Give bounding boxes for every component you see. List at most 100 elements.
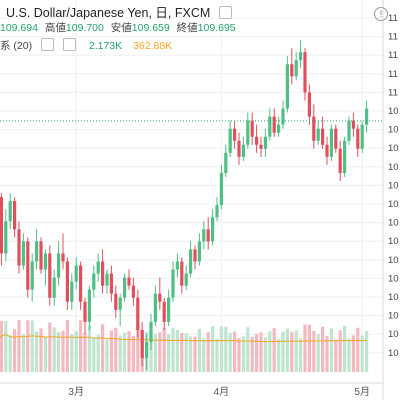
candle (140, 321, 144, 367)
volume-bar (123, 332, 127, 372)
volume-bar (175, 329, 179, 372)
y-tick-label: 11 (388, 69, 398, 80)
candle (215, 197, 219, 222)
volume-bar (65, 320, 69, 372)
x-axis: 3月4月5月6月 (0, 382, 383, 398)
candle (356, 124, 360, 157)
legend-toggle-box[interactable] (219, 6, 233, 19)
candle (281, 100, 285, 129)
y-tick-label: 11 (388, 13, 398, 24)
volume-bar (263, 337, 267, 372)
candle (259, 136, 263, 157)
candle (206, 217, 210, 250)
volume-bar (233, 331, 237, 372)
candle (123, 273, 127, 302)
volume-bar (255, 333, 259, 372)
legend-volume-row: 系 (20) 2.173K 362.88K (0, 38, 380, 54)
volume-bar (281, 331, 285, 372)
volume-bar (241, 336, 245, 372)
legend-title-row: U.S. Dollar/Japanese Yen, 日, FXCM (0, 6, 380, 22)
candle (0, 193, 4, 266)
candle (21, 233, 25, 270)
x-tick-label: 4月 (214, 386, 230, 398)
close-value: 109.695 (197, 22, 236, 34)
volume-bar (17, 320, 21, 372)
volume-bar (356, 327, 360, 372)
volume-bar (343, 325, 347, 372)
volume-bar (114, 327, 118, 372)
volume-ma-value: 362.88K (133, 40, 173, 52)
volume-close-box[interactable] (62, 38, 76, 51)
volume-bar (312, 330, 316, 372)
volume-bar (30, 320, 34, 372)
volume-bar (153, 333, 157, 372)
candle (171, 261, 175, 302)
y-tick-label: 11 (388, 32, 398, 43)
candle (13, 197, 17, 238)
candle (48, 245, 52, 306)
volume-settings-box[interactable] (41, 38, 55, 51)
alert-circle-icon[interactable]: ! (374, 7, 388, 21)
volume-bar (259, 332, 263, 372)
volume-bar (171, 328, 175, 372)
volume-bar (193, 336, 197, 372)
volume-bar (52, 327, 56, 372)
volume-bar (118, 335, 122, 372)
volume-bar (61, 330, 65, 372)
y-axis: 11 11 11 11 11 10 10 10 10 10 10 10 10 10 10 10 10 10 10 (382, 0, 399, 400)
candle (114, 285, 118, 318)
volume-bar (96, 334, 100, 372)
volume-moving-average-line (0, 334, 367, 343)
candle (334, 124, 338, 153)
volume-bar (294, 330, 298, 372)
candle (180, 257, 184, 294)
open-value: 109.694 (0, 22, 38, 34)
volume-bar (0, 320, 4, 372)
candle (202, 221, 206, 250)
candle (52, 269, 56, 306)
candle (343, 136, 347, 177)
candle (360, 120, 364, 153)
volume-bar (48, 322, 52, 372)
candle (4, 209, 8, 262)
volume-bar (303, 324, 307, 372)
y-tick-label: 10 (388, 199, 399, 210)
candle (184, 265, 188, 290)
candle (241, 136, 245, 161)
candle (285, 56, 289, 113)
volume-bar (39, 328, 43, 372)
candle (272, 108, 276, 137)
volume-bar (206, 332, 210, 372)
candle (211, 209, 215, 246)
volume-bar (224, 326, 228, 372)
candle (175, 253, 179, 278)
candle (26, 237, 30, 298)
volume-bar (70, 334, 74, 372)
candle (79, 261, 83, 310)
volume-bar (338, 330, 342, 372)
candle (74, 257, 78, 290)
volume-bar (197, 328, 201, 372)
volume-bar (316, 334, 320, 372)
volume-prefix: 系 (20) (0, 40, 33, 52)
volume-bar (74, 331, 78, 372)
candle (303, 48, 307, 101)
candle (189, 241, 193, 278)
y-tick-label: 10 (388, 348, 399, 359)
x-tick-label: 3月 (68, 386, 84, 398)
volume-bar (215, 338, 219, 372)
candle (250, 112, 254, 145)
candle (153, 285, 157, 326)
volume-bar (347, 338, 351, 372)
candle (162, 297, 166, 330)
volume-bar (101, 324, 105, 372)
y-tick-label: 11 (388, 87, 398, 98)
symbol-title: U.S. Dollar/Japanese Yen, 日, FXCM (6, 6, 211, 20)
y-tick-label: 10 (388, 162, 399, 173)
candle (8, 193, 12, 230)
candle (109, 265, 113, 302)
volume-bar (4, 321, 8, 372)
candle (325, 136, 329, 165)
candle (57, 241, 61, 286)
